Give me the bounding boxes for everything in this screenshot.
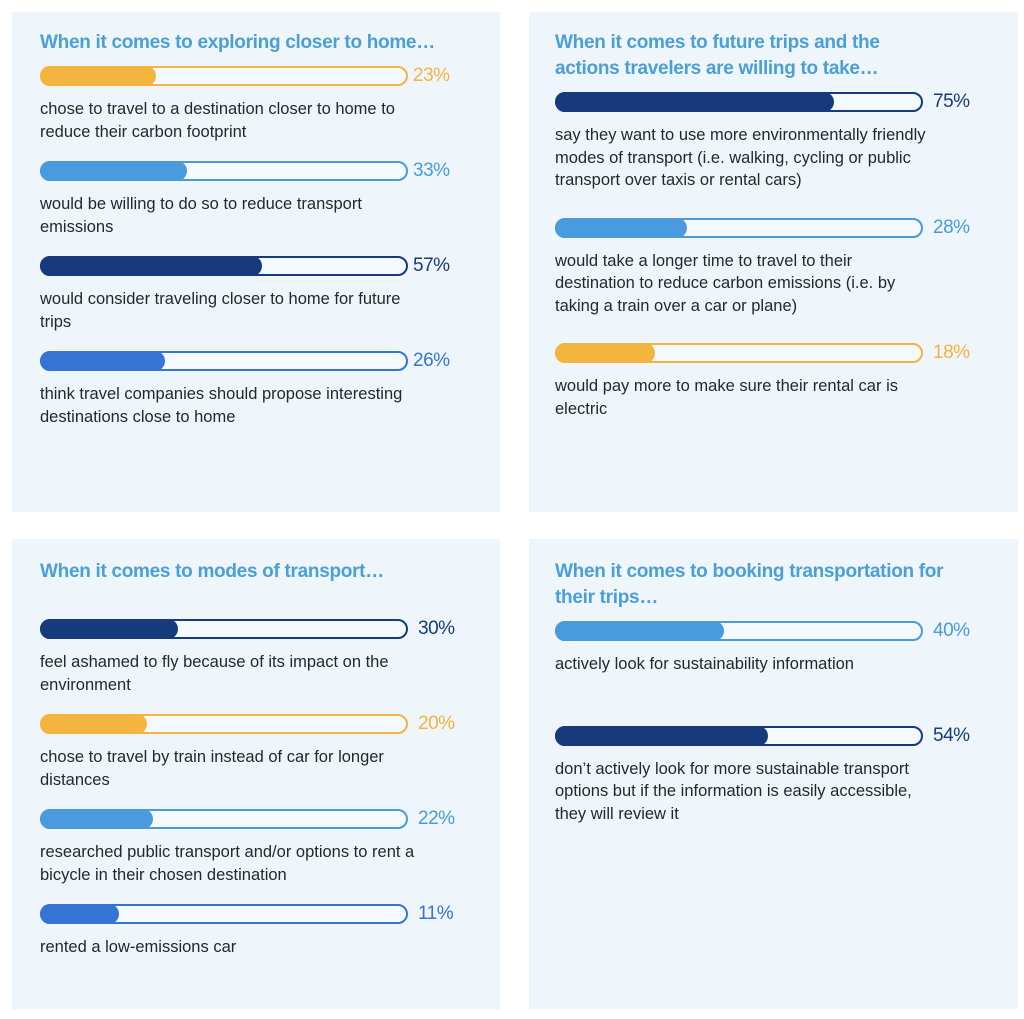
panel-title: When it comes to future trips and the ac… [555, 32, 880, 79]
bar-row: 33% [40, 160, 500, 183]
bar-row: 23% [40, 65, 500, 88]
bar-item: 54% don’t actively look for more sustaina… [555, 724, 1018, 826]
bar-row: 54% [555, 724, 1018, 748]
bar-category-label: rented a low-emissions car [40, 938, 237, 956]
bar-item: 11% rented a low-emissions car [40, 903, 500, 959]
bar-category-label: feel ashamed to fly because of its impac… [40, 653, 389, 694]
bar-value-label: 57% [413, 255, 450, 276]
bar-value-label: 54% [933, 724, 970, 746]
bar-row: 11% [40, 903, 500, 926]
bar-category-label: would consider traveling closer to home … [40, 290, 401, 331]
bar-item: 33% would be willing to do so to reduce t… [40, 160, 500, 238]
bar-category-label: would take a longer time to travel to th… [555, 251, 896, 315]
bar-value-label: 28% [933, 216, 970, 238]
bar-value-label: 22% [418, 808, 455, 829]
bar-item: 22% researched public transport and/or op… [40, 808, 500, 886]
bar-item: 26% think travel companies should propose… [40, 350, 500, 428]
bar-value-label: 40% [933, 620, 970, 641]
bar-value-label: 23% [413, 65, 450, 86]
bar-fill [555, 92, 834, 112]
bar-row: 75% [555, 91, 1018, 114]
bar-value-label: 30% [418, 618, 455, 639]
bar-row: 22% [40, 808, 500, 831]
bar-category-label: don’t actively look for more sustainable… [555, 759, 912, 823]
bar-item: 28% would take a longer time to travel to… [555, 216, 1018, 318]
bar-value-label: 26% [413, 350, 450, 371]
bar-row: 18% [555, 342, 1018, 365]
bar-category-label: say they want to use more environmentall… [555, 126, 926, 189]
bar-value-label: 11% [418, 903, 454, 924]
bar-list: 40% actively look for sustainability info… [555, 620, 1018, 826]
bar-value-label: 75% [933, 91, 970, 112]
bar-category-label: think travel companies should propose in… [40, 385, 403, 426]
bar-item: 18% would pay more to make sure their ren… [555, 342, 1018, 420]
bar-fill [40, 714, 147, 734]
bar-item: 57% would consider traveling closer to ho… [40, 255, 500, 333]
bar-row: 26% [40, 350, 500, 373]
bar-category-label: actively look for sustainability informa… [555, 655, 854, 673]
bar-fill [40, 256, 262, 276]
bar-category-label: would be willing to do so to reduce tran… [40, 195, 362, 236]
bar-fill [555, 343, 655, 363]
bar-item: 20% chose to travel by train instead of c… [40, 713, 500, 791]
bar-fill [40, 809, 153, 829]
bar-item: 40% actively look for sustainability info… [555, 620, 1018, 676]
panel-modes-of-transport: When it comes to modes of transport… 30%… [12, 539, 500, 1009]
bar-row: 28% [555, 216, 1018, 240]
bar-item: 23% chose to travel to a destination clos… [40, 65, 500, 143]
bar-fill [555, 621, 724, 641]
bar-item: 75% say they want to use more environment… [555, 91, 1018, 192]
bar-value-label: 20% [418, 713, 455, 734]
panel-booking-transportation: When it comes to booking transportation … [529, 539, 1018, 1009]
bar-fill [40, 66, 156, 86]
bar-category-label: chose to travel by train instead of car … [40, 748, 384, 789]
panel-title: When it comes to exploring closer to hom… [40, 32, 435, 53]
bar-row: 20% [40, 713, 500, 736]
bar-row: 30% [40, 618, 500, 641]
bar-item: 30% feel ashamed to fly because of its im… [40, 618, 500, 696]
bar-value-label: 33% [413, 160, 450, 181]
bar-category-label: researched public transport and/or optio… [40, 843, 415, 884]
panel-title: When it comes to booking transportation … [555, 561, 944, 608]
bar-list: 30% feel ashamed to fly because of its im… [40, 618, 500, 959]
bar-category-label: chose to travel to a destination closer … [40, 100, 395, 141]
bar-fill [555, 217, 687, 238]
bar-value-label: 18% [933, 342, 970, 363]
bar-row: 57% [40, 255, 500, 278]
bar-fill [40, 161, 187, 181]
panel-exploring-closer-to-home: When it comes to exploring closer to hom… [12, 12, 500, 512]
panel-future-trips: When it comes to future trips and the ac… [529, 12, 1018, 512]
bar-fill [40, 619, 178, 639]
bar-fill [40, 351, 165, 371]
bar-list: 23% chose to travel to a destination clos… [40, 65, 500, 428]
bar-list: 75% say they want to use more environment… [555, 91, 1018, 420]
bar-row: 40% [555, 620, 1018, 643]
bar-category-label: would pay more to make sure their rental… [555, 377, 898, 418]
bar-fill [555, 725, 768, 746]
panel-title: When it comes to modes of transport… [40, 561, 384, 582]
bar-fill [40, 904, 119, 924]
